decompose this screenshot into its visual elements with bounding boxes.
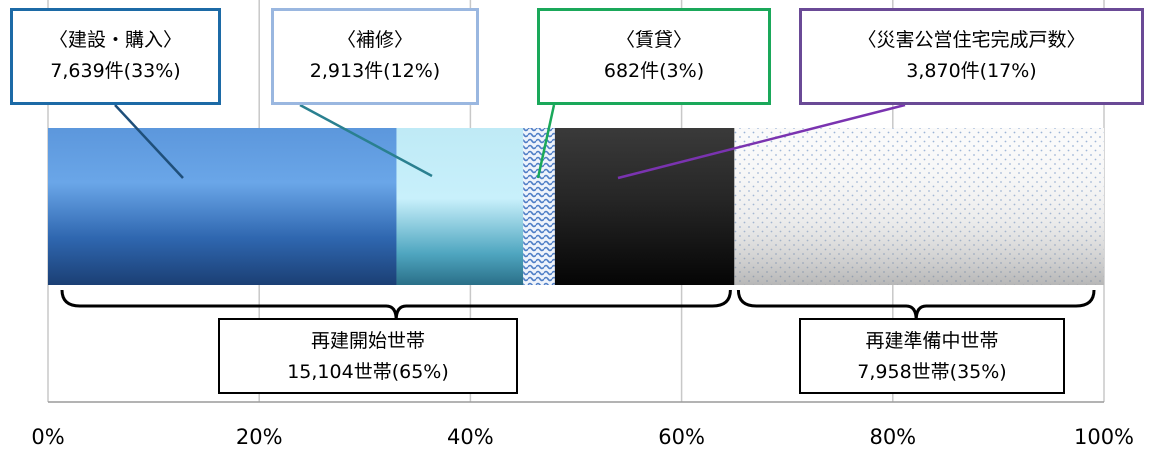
x-tick-label: 0% [31,425,64,449]
bar-segment-rental [523,128,555,285]
bar-segment-shade [734,128,1104,285]
group-count: 7,958世帯(35%) [857,361,1007,383]
x-tick-label: 40% [447,425,494,449]
bar-segment-public-housing [554,128,735,285]
callout-label: 〈建設・購入〉 [48,29,182,51]
group-count: 15,104世帯(65%) [287,361,449,383]
callout-count: 682件(3%) [603,60,705,82]
x-tick-label: 100% [1074,425,1134,449]
x-tick-label: 60% [658,425,705,449]
callout-count: 2,913件(12%) [309,60,441,82]
callout-label: 〈災害公営住宅完成戸数〉 [857,29,1086,51]
brace-started [60,289,732,321]
callout-rental: 〈賃貸〉 682件(3%) [537,8,771,105]
leader-line [536,104,556,179]
bar-segment-construction [48,128,397,285]
group-label-preparing: 再建準備中世帯 7,958世帯(35%) [799,318,1065,394]
callout-count: 7,639件(33%) [50,60,181,82]
callout-count: 3,870件(17%) [906,60,1037,82]
brace-preparing [736,289,1096,321]
leader-line [299,103,433,178]
bar-segment-repair [396,128,524,285]
callout-repair: 〈補修〉 2,913件(12%) [271,8,479,105]
x-tick-label: 80% [869,425,916,449]
callout-construction-purchase: 〈建設・購入〉 7,639件(33%) [10,8,221,105]
callout-public-housing: 〈災害公営住宅完成戸数〉 3,870件(17%) [799,8,1144,105]
leader-line [114,104,184,179]
callout-label: 〈賃貸〉 [615,29,692,51]
x-tick-label: 20% [236,425,283,449]
group-label: 再建準備中世帯 [865,330,999,352]
group-label: 再建開始世帯 [310,330,425,352]
group-label-started: 再建開始世帯 15,104世帯(65%) [218,318,518,394]
callout-label: 〈補修〉 [336,29,413,51]
leader-line [617,103,906,180]
